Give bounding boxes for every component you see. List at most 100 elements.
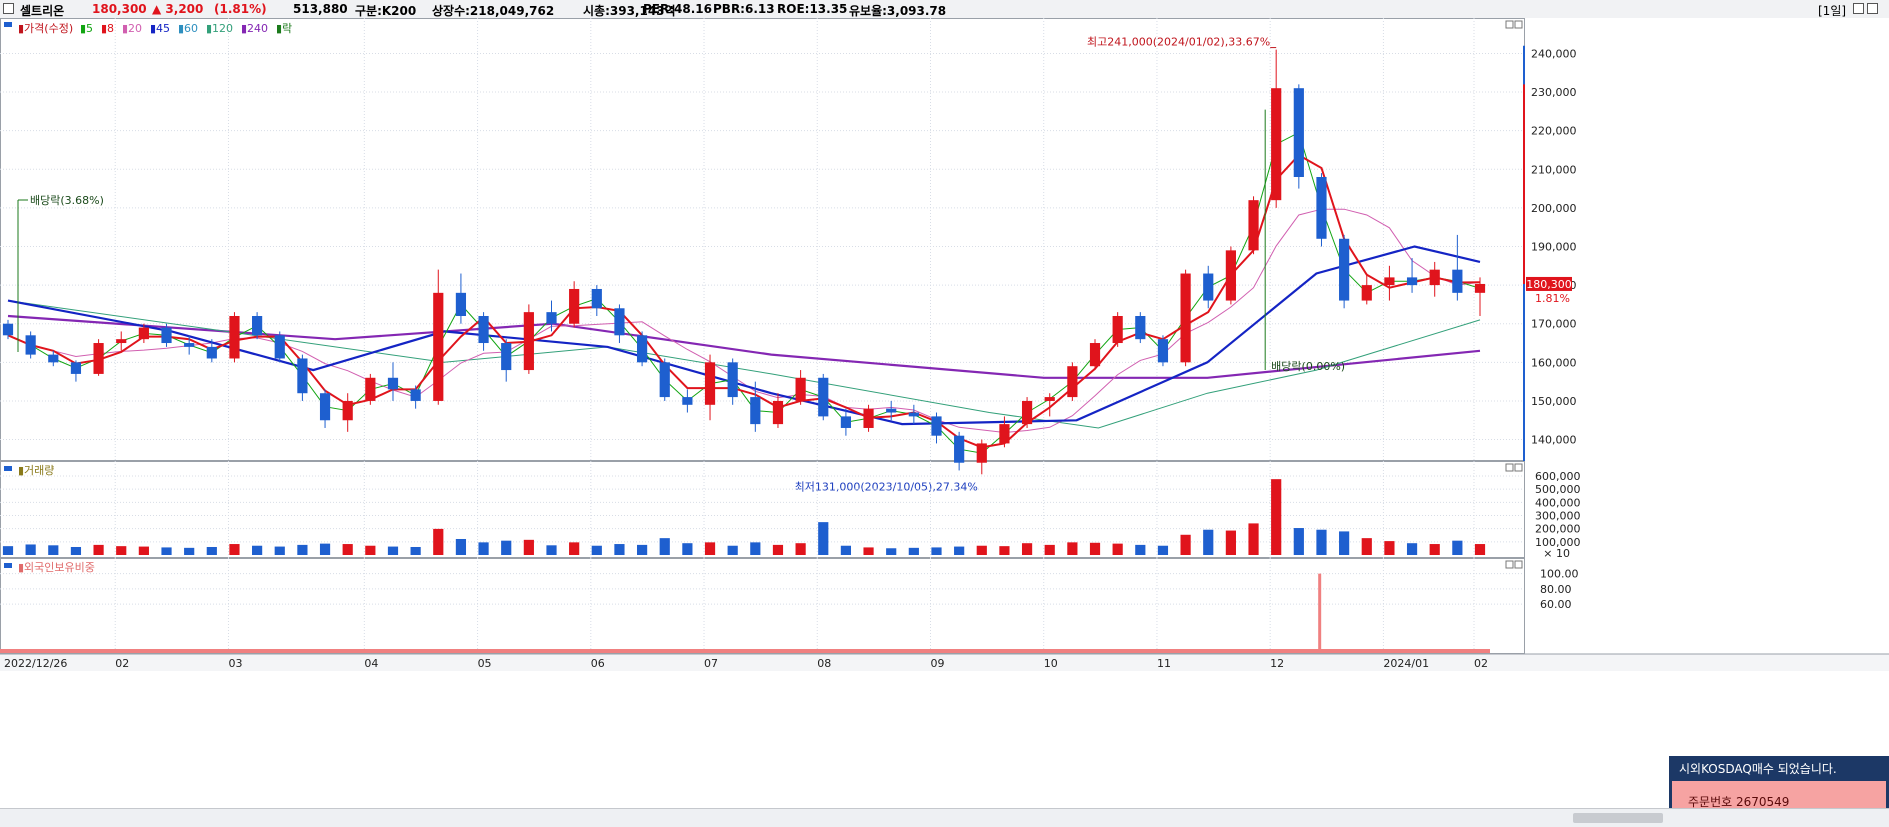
candle-body[interactable] (252, 316, 263, 336)
candle-body[interactable] (636, 335, 648, 363)
candle-body[interactable] (229, 316, 240, 359)
volume-bar (999, 546, 1010, 555)
y-tick-volume: 500,000 (1535, 483, 1581, 496)
candle-body[interactable] (2, 323, 14, 336)
candle-body[interactable] (659, 362, 670, 398)
panel-min-button[interactable] (1505, 463, 1514, 472)
candle-body[interactable] (433, 292, 444, 401)
candle-body[interactable] (25, 335, 36, 355)
candle-body[interactable] (1271, 88, 1282, 201)
candle-body[interactable] (569, 288, 580, 324)
candle-body[interactable] (138, 327, 149, 340)
candle-body[interactable] (1089, 343, 1101, 367)
y-tick-price: 240,000 (1531, 47, 1577, 60)
volume-bar (48, 545, 59, 555)
legend-ma-20: ▮20 (122, 22, 142, 35)
panel-close-button[interactable] (1514, 20, 1523, 29)
candle-body[interactable] (1203, 273, 1214, 301)
panel-min-button[interactable] (1505, 560, 1514, 569)
dividend-annotation-2: 배당락(0.00%) (1271, 360, 1345, 373)
y-tick-volume: 400,000 (1535, 496, 1581, 509)
candle-body[interactable] (93, 343, 104, 374)
candle-body[interactable] (772, 400, 784, 425)
candle-body[interactable] (297, 358, 308, 394)
candle-body[interactable] (455, 292, 467, 316)
candle-body[interactable] (1384, 277, 1395, 286)
candle-body[interactable] (1452, 269, 1463, 293)
period-button[interactable]: [1일] (1818, 4, 1847, 18)
candle-body[interactable] (1316, 177, 1327, 239)
x-axis-label: 09 (930, 657, 944, 670)
candle-body[interactable] (750, 397, 761, 425)
minimize-icon[interactable] (1853, 3, 1864, 14)
candle-body[interactable] (1225, 250, 1236, 301)
candle-body[interactable] (523, 312, 534, 371)
close-icon[interactable] (1867, 3, 1878, 14)
candle-body[interactable] (342, 400, 353, 421)
panel-min-button[interactable] (1505, 20, 1514, 29)
candle-body[interactable] (795, 377, 806, 401)
candle-body[interactable] (410, 389, 421, 401)
order-notification[interactable]: 시외KOSDAQ매수 되었습니다. 주문번호 2670549 (1669, 756, 1889, 826)
candle-body[interactable] (954, 435, 965, 463)
candle-body[interactable] (1293, 88, 1304, 177)
checkbox-icon[interactable] (3, 3, 14, 14)
stock-pbr: PBR:6.13 (713, 2, 775, 16)
candle-body[interactable] (274, 335, 285, 359)
candle-body[interactable] (863, 408, 874, 428)
volume-bar (954, 546, 965, 555)
x-axis-label: 02 (1474, 657, 1488, 670)
candle-body[interactable] (501, 343, 512, 371)
candle-body[interactable] (1180, 273, 1191, 363)
foreign-spike-bar (1318, 573, 1322, 650)
candle-body[interactable] (682, 397, 693, 405)
candle-body[interactable] (1474, 283, 1486, 293)
candle-body[interactable] (591, 288, 602, 309)
candle-body[interactable] (1135, 316, 1146, 340)
scrollbar-thumb[interactable] (1573, 813, 1663, 823)
candle-body[interactable] (840, 416, 852, 428)
horizontal-scrollbar[interactable] (0, 808, 1889, 827)
candle-body[interactable] (48, 354, 59, 363)
candle-body[interactable] (614, 308, 625, 336)
candle-body[interactable] (704, 362, 716, 405)
candle-body[interactable] (976, 443, 987, 463)
candle-body[interactable] (116, 339, 127, 344)
current-price-label: 180,300 (1526, 278, 1572, 291)
panel-close-button[interactable] (1514, 560, 1523, 569)
candle-body[interactable] (206, 346, 217, 359)
candle-body[interactable] (1248, 200, 1259, 251)
candle-body[interactable] (818, 377, 829, 417)
candle-body[interactable] (886, 408, 897, 413)
candle-body[interactable] (546, 312, 557, 324)
candle-body[interactable] (1361, 285, 1372, 301)
volume-bar (2, 546, 14, 555)
candle-body[interactable] (999, 424, 1010, 444)
candle-body[interactable] (1157, 339, 1169, 363)
panel-close-button[interactable] (1514, 463, 1523, 472)
candle-body[interactable] (365, 377, 376, 401)
candle-body[interactable] (387, 377, 399, 390)
volume-bar (138, 546, 149, 555)
candle-body[interactable] (1021, 400, 1033, 425)
candle-body[interactable] (1112, 316, 1123, 344)
candle-body[interactable] (1044, 397, 1055, 401)
candle-body[interactable] (319, 393, 331, 421)
candle-body[interactable] (184, 343, 195, 347)
y-tick-price: 210,000 (1531, 163, 1577, 176)
candle-body[interactable] (1429, 269, 1440, 286)
candle-body[interactable] (161, 327, 172, 344)
candle-body[interactable] (727, 362, 738, 398)
header-bar: 셀트리온 180,300 ▲ 3,200 (1.81%) 513,880 구분:… (0, 0, 1889, 19)
candle-body[interactable] (1067, 366, 1078, 398)
volume-bar (863, 547, 874, 555)
candle-body[interactable] (1406, 277, 1418, 286)
chart-area[interactable]: 240,000 230,000 220,000 210,000 200,000 190,0… (0, 18, 1889, 826)
foreign-baseline-bars (0, 649, 1490, 653)
candle-body[interactable] (478, 316, 489, 344)
volume-bar (1157, 545, 1169, 555)
candle-body[interactable] (908, 412, 919, 417)
candle-body[interactable] (70, 362, 82, 374)
candle-body[interactable] (1339, 238, 1350, 301)
candle-body[interactable] (931, 416, 942, 436)
